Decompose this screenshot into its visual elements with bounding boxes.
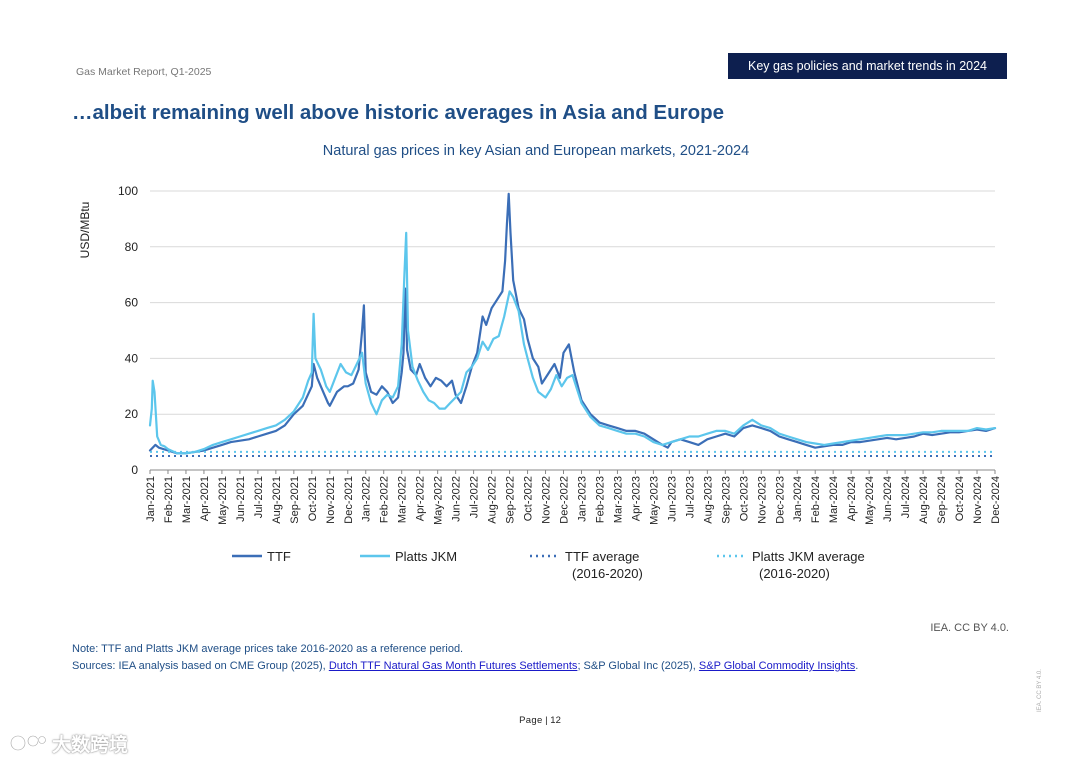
- x-tick-label: Aug-2023: [702, 476, 714, 524]
- legend-label: TTF average: [565, 549, 639, 564]
- x-tick-label: Oct-2024: [954, 476, 966, 521]
- x-tick-label: Jun-2021: [235, 476, 247, 522]
- gas-price-chart: 0 20 40 60 80 100 USD/MBtu Jan-2021 Feb-2021 Mar-…: [78, 184, 1002, 581]
- side-credit: IEA. CC BY 4.0.: [1037, 669, 1043, 712]
- report-label: Gas Market Report, Q1-2025: [76, 66, 212, 78]
- legend-label: Platts JKM average: [752, 549, 865, 564]
- y-tick-label: 60: [125, 296, 139, 310]
- x-tick-label: Jan-2024: [792, 476, 804, 522]
- x-tick-label: Oct-2022: [523, 476, 535, 521]
- x-tick-label: Jul-2024: [900, 476, 912, 518]
- x-tick-label: Sep-2024: [936, 476, 948, 524]
- x-tick-label: Apr-2021: [199, 476, 211, 521]
- series-line-ttf: [148, 192, 997, 455]
- x-tick-label: May-2023: [648, 476, 660, 525]
- legend-label-period: (2016-2020): [759, 566, 830, 581]
- x-tick-label: Dec-2023: [774, 476, 786, 524]
- x-tick-label: Dec-2022: [559, 476, 571, 524]
- x-tick-label: Jan-2021: [145, 476, 157, 522]
- x-tick-label: Sep-2021: [289, 476, 301, 524]
- series-line-platts-jkm: [148, 231, 997, 455]
- chart-title: Natural gas prices in key Asian and Euro…: [322, 143, 750, 159]
- x-tick-label: Apr-2023: [630, 476, 642, 521]
- x-tick-label: Apr-2022: [415, 476, 427, 521]
- x-tick-label: Aug-2022: [487, 476, 499, 524]
- x-tick-label: Oct-2023: [738, 476, 750, 521]
- sp-global-link[interactable]: S&P Global Commodity Insights: [698, 660, 856, 672]
- x-tick-label: Jun-2022: [451, 476, 463, 522]
- x-tick-label: Mar-2023: [612, 476, 624, 523]
- legend-label: Platts JKM: [395, 549, 457, 564]
- x-tick-label: Jan-2022: [361, 476, 373, 522]
- y-axis-label: USD/MBtu: [78, 202, 92, 259]
- x-tick-label: May-2022: [433, 476, 445, 525]
- x-tick-label: May-2021: [217, 476, 229, 525]
- watermark-logo-icon: [9, 734, 47, 752]
- legend-item: Platts JKM average (2016-2020): [717, 549, 865, 581]
- x-tick-label: Jun-2024: [882, 476, 894, 522]
- x-tick-label: Jul-2021: [253, 476, 265, 518]
- y-tick-label: 100: [118, 184, 138, 198]
- x-tick-label: Dec-2024: [990, 476, 1002, 524]
- x-tick-label: Feb-2024: [810, 476, 822, 523]
- legend-label-period: (2016-2020): [572, 566, 643, 581]
- legend-label: TTF: [267, 549, 291, 564]
- legend-item: Platts JKM: [360, 549, 457, 564]
- sources-mid: ; S&P Global Inc (2025),: [577, 660, 699, 672]
- ttf-source-link[interactable]: Dutch TTF Natural Gas Month Futures Sett…: [328, 660, 578, 672]
- page-number: Page | 12: [0, 715, 1080, 726]
- watermark-text: 大数跨境: [52, 734, 129, 756]
- legend-item: TTF average (2016-2020): [530, 549, 643, 581]
- watermark: 大数跨境: [8, 729, 128, 757]
- slide-title: …albeit remaining well above historic av…: [72, 101, 725, 124]
- x-tick-label: Nov-2023: [756, 476, 768, 524]
- chart-note: Note: TTF and Platts JKM average prices …: [72, 643, 464, 655]
- x-tick-label: Jul-2023: [684, 476, 696, 518]
- x-tick-label: Apr-2024: [846, 476, 858, 521]
- x-tick-label: Sep-2022: [505, 476, 517, 524]
- x-tick-label: Jan-2023: [576, 476, 588, 522]
- section-tag: Key gas policies and market trends in 20…: [728, 53, 1007, 79]
- x-tick-label: Jun-2023: [666, 476, 678, 522]
- x-tick-label: Feb-2023: [594, 476, 606, 523]
- y-tick-label: 80: [125, 240, 139, 254]
- x-tick-label: Aug-2021: [271, 476, 283, 524]
- x-tick-label: Dec-2021: [343, 476, 355, 524]
- x-tick-label: Nov-2024: [972, 476, 984, 524]
- x-tick-label: Oct-2021: [307, 476, 319, 521]
- y-tick-label: 0: [131, 463, 138, 477]
- page-label: Page: [519, 715, 543, 726]
- sources-suffix: .: [855, 660, 859, 672]
- x-tick-label: Aug-2024: [918, 476, 930, 524]
- chart-sources: Sources: IEA analysis based on CME Group…: [72, 660, 858, 672]
- page-number-value: | 12: [545, 715, 561, 726]
- x-tick-label: Mar-2022: [397, 476, 409, 523]
- x-tick-label: Mar-2024: [828, 476, 840, 523]
- legend-item: TTF: [232, 549, 291, 564]
- y-tick-label: 40: [125, 351, 139, 365]
- x-tick-label: Feb-2021: [163, 476, 175, 523]
- x-tick-label: Sep-2023: [720, 476, 732, 524]
- iea-credit: IEA. CC BY 4.0.: [930, 622, 1009, 634]
- sources-prefix: Sources: IEA analysis based on CME Group…: [72, 660, 329, 672]
- x-tick-label: Nov-2022: [541, 476, 553, 524]
- x-tick-label: Feb-2022: [379, 476, 391, 523]
- x-tick-label: Jul-2022: [469, 476, 481, 518]
- x-tick-label: May-2024: [864, 476, 876, 525]
- x-tick-label: Mar-2021: [181, 476, 193, 523]
- x-tick-label: Nov-2021: [325, 476, 337, 524]
- y-tick-label: 20: [125, 407, 139, 421]
